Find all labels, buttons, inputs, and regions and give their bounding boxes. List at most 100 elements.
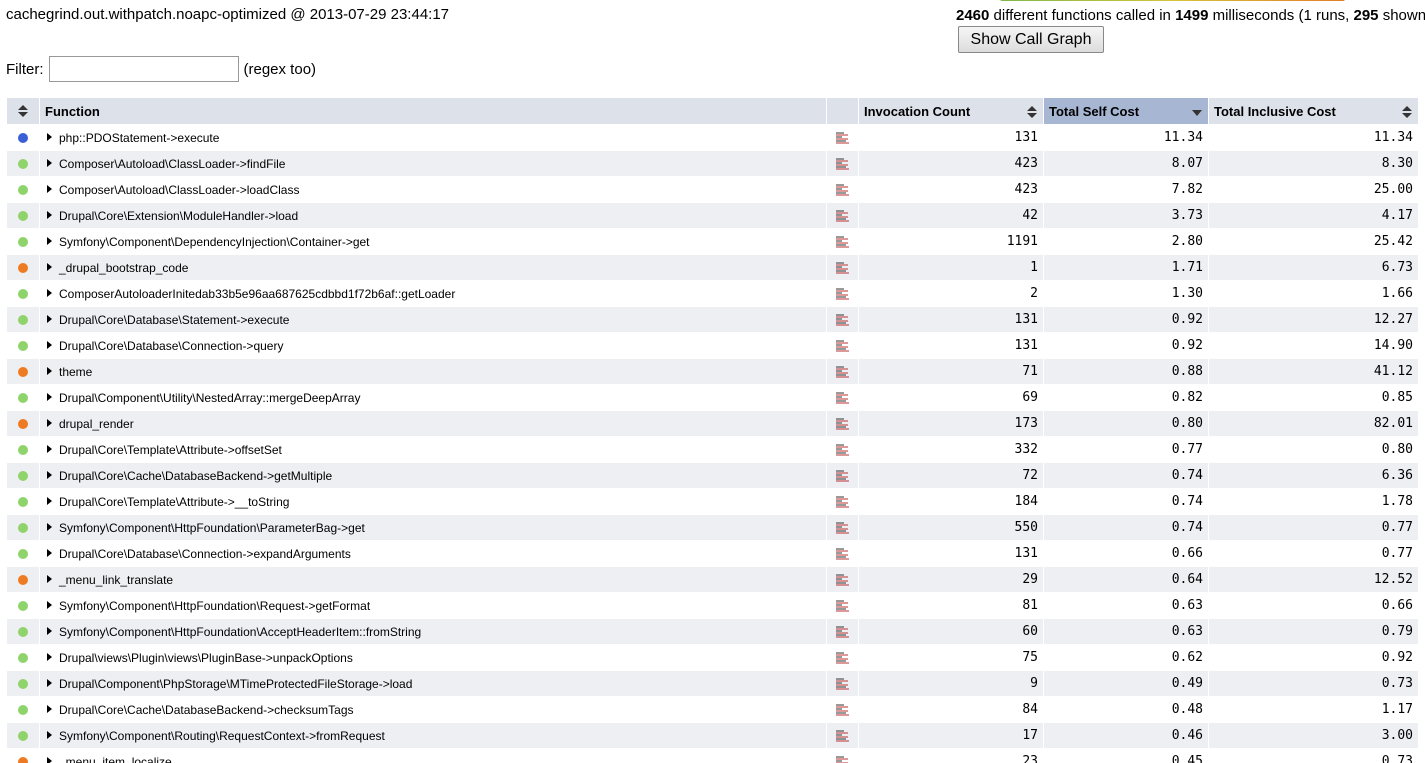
file-cell[interactable] <box>826 644 859 671</box>
invocation-count: 9 <box>858 670 1044 697</box>
inclusive-cost: 12.52 <box>1208 566 1419 593</box>
function-row: Symfony\Component\Routing\RequestContext… <box>6 722 1419 749</box>
kind-cell <box>6 748 40 763</box>
function-cell[interactable]: Drupal\Core\Cache\DatabaseBackend->check… <box>39 696 827 723</box>
invocation-count: 131 <box>858 332 1044 359</box>
inclusive-cost: 0.80 <box>1208 436 1419 463</box>
invocation-count: 184 <box>858 488 1044 515</box>
file-cell[interactable] <box>826 384 859 411</box>
function-cell[interactable]: Drupal\views\Plugin\views\PluginBase->un… <box>39 644 827 671</box>
function-cell[interactable]: Symfony\Component\HttpFoundation\AcceptH… <box>39 618 827 645</box>
call-graph-button[interactable]: Show Call Graph <box>958 26 1104 53</box>
file-cell[interactable] <box>826 436 859 463</box>
filter-input[interactable] <box>48 56 239 82</box>
kind-cell <box>6 410 40 437</box>
file-cell[interactable] <box>826 254 859 281</box>
file-cell[interactable] <box>826 540 859 567</box>
function-cell[interactable]: Symfony\Component\DependencyInjection\Co… <box>39 228 827 255</box>
function-name: Drupal\views\Plugin\views\PluginBase->un… <box>59 650 353 665</box>
self-cost: 0.74 <box>1043 514 1209 541</box>
file-cell[interactable] <box>826 280 859 307</box>
kind-dot <box>18 132 28 143</box>
function-cell[interactable]: Drupal\Core\Template\Attribute->offsetSe… <box>39 436 827 463</box>
inclusive-cost: 0.77 <box>1208 540 1419 567</box>
function-cell[interactable]: Drupal\Component\PhpStorage\MTimeProtect… <box>39 670 827 697</box>
expand-arrow <box>47 652 52 661</box>
function-cell[interactable]: drupal_render <box>39 410 827 437</box>
file-cell[interactable] <box>826 566 859 593</box>
arrow <box>47 392 52 401</box>
kind-cell <box>6 436 40 463</box>
function-name: drupal_render <box>59 416 134 431</box>
file-cell[interactable] <box>826 722 859 749</box>
function-row: Symfony\Component\HttpFoundation\Request… <box>6 592 1419 619</box>
file-cell[interactable] <box>826 410 859 437</box>
file-icon <box>835 158 849 169</box>
sort-header[interactable] <box>6 97 40 125</box>
table-body: php::PDOStatement->execute 131 11.34 11.34 C… <box>6 124 1419 763</box>
file-icon <box>835 600 849 611</box>
column-header[interactable]: Invocation Count <box>858 97 1044 125</box>
expand-arrow <box>47 574 52 583</box>
function-cell[interactable]: Symfony\Component\Routing\RequestContext… <box>39 722 827 749</box>
file-cell[interactable] <box>826 488 859 515</box>
dot <box>18 574 28 585</box>
file-cell[interactable] <box>826 514 859 541</box>
file-cell[interactable] <box>826 306 859 333</box>
inclusive-cost: 41.12 <box>1208 358 1419 385</box>
kind-cell <box>6 514 40 541</box>
function-cell[interactable]: Composer\Autoload\ClassLoader->loadClass <box>39 176 827 203</box>
column-header[interactable]: Total Self Cost <box>1043 97 1209 125</box>
file-cell[interactable] <box>826 748 859 763</box>
file-cell[interactable] <box>826 124 859 151</box>
file-cell[interactable] <box>826 618 859 645</box>
function-cell[interactable]: Drupal\Core\Cache\DatabaseBackend->getMu… <box>39 462 827 489</box>
kind-cell <box>6 566 40 593</box>
file-cell[interactable] <box>826 202 859 229</box>
function-cell[interactable]: Drupal\Core\Extension\ModuleHandler->loa… <box>39 202 827 229</box>
column-header[interactable]: Total Inclusive Cost <box>1208 97 1419 125</box>
function-row: Composer\Autoload\ClassLoader->findFile 4… <box>6 150 1419 177</box>
file-cell[interactable] <box>826 176 859 203</box>
kind-dot <box>18 236 28 247</box>
kind-cell <box>6 462 40 489</box>
file-cell[interactable] <box>826 358 859 385</box>
function-cell[interactable]: theme <box>39 358 827 385</box>
arrow <box>47 366 52 375</box>
dot <box>18 652 28 663</box>
kind-dot <box>18 574 28 585</box>
file-cell[interactable] <box>826 150 859 177</box>
function-cell[interactable]: php::PDOStatement->execute <box>39 124 827 151</box>
file-icon <box>835 704 849 715</box>
inclusive-cost: 0.73 <box>1208 748 1419 763</box>
file-cell[interactable] <box>826 592 859 619</box>
expand-arrow <box>47 340 52 349</box>
function-cell[interactable]: Drupal\Core\Database\Connection->query <box>39 332 827 359</box>
dot <box>18 444 28 455</box>
column-header[interactable]: Function <box>39 97 827 125</box>
file-cell[interactable] <box>826 696 859 723</box>
function-cell[interactable]: _menu_item_localize <box>39 748 827 763</box>
function-cell[interactable]: Drupal\Component\Utility\NestedArray::me… <box>39 384 827 411</box>
function-name: Drupal\Core\Database\Connection->expandA… <box>59 546 351 561</box>
function-cell[interactable]: Composer\Autoload\ClassLoader->findFile <box>39 150 827 177</box>
summary-text: shown) <box>1382 7 1425 24</box>
file-cell[interactable] <box>826 462 859 489</box>
function-cell[interactable]: _menu_link_translate <box>39 566 827 593</box>
expand-arrow <box>47 366 52 375</box>
function-name: Symfony\Component\HttpFoundation\Request… <box>59 598 371 613</box>
function-cell[interactable]: Drupal\Core\Database\Connection->expandA… <box>39 540 827 567</box>
file-cell[interactable] <box>826 332 859 359</box>
file-cell[interactable] <box>826 228 859 255</box>
function-cell[interactable]: _drupal_bootstrap_code <box>39 254 827 281</box>
dot <box>18 392 28 403</box>
function-cell[interactable]: Symfony\Component\HttpFoundation\Paramet… <box>39 514 827 541</box>
function-cell[interactable]: Drupal\Core\Template\Attribute->__toStri… <box>39 488 827 515</box>
function-cell[interactable]: Symfony\Component\HttpFoundation\Request… <box>39 592 827 619</box>
file-cell[interactable] <box>826 670 859 697</box>
function-cell[interactable]: ComposerAutoloaderInitedab33b5e96aa68762… <box>39 280 827 307</box>
function-name: Composer\Autoload\ClassLoader->findFile <box>59 156 286 171</box>
file-icon <box>835 626 849 637</box>
function-cell[interactable]: Drupal\Core\Database\Statement->execute <box>39 306 827 333</box>
file-icon <box>835 678 849 689</box>
